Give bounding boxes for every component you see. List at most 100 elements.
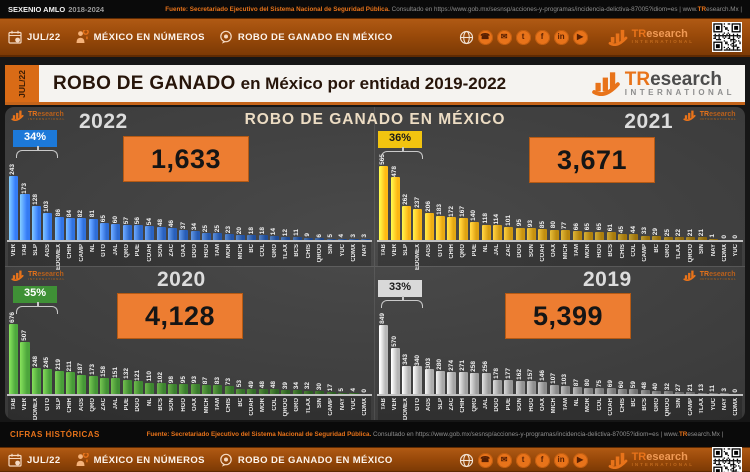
bar-tam	[213, 385, 223, 394]
bar-col	[270, 389, 280, 394]
bar-value: 87	[572, 378, 580, 386]
email-icon[interactable]: ✉	[496, 29, 512, 45]
label-column: HGO	[526, 396, 537, 420]
label-column: MOR	[583, 242, 594, 266]
ribbon-topic-item[interactable]: ROBO DE GANADO EN MÉXICO	[219, 453, 393, 467]
bar-column: 256	[480, 361, 491, 394]
linkedin-icon[interactable]: in	[553, 452, 569, 468]
bar-tab	[20, 194, 30, 240]
tresearch-mini-logo: TResearch INTERNATIONAL	[683, 110, 737, 121]
label-column: GRO	[269, 242, 280, 266]
bar-mich	[236, 234, 246, 240]
bar-value: 60	[618, 380, 626, 389]
bar-value: 0	[361, 388, 369, 393]
bar-label: JAL	[112, 244, 119, 256]
ribbon-date-item[interactable]: JUL/22	[8, 453, 61, 467]
chart-quadrant-2021: TResearch INTERNATIONAL 2021 36% 3,671 56…	[375, 107, 745, 270]
bar-chih	[458, 371, 468, 394]
globe-icon[interactable]	[459, 30, 474, 45]
bar-column: 118	[480, 213, 491, 240]
label-column: VER	[19, 396, 30, 420]
bar-column: 66	[571, 223, 582, 240]
tresearch-logo: TResearch INTERNATIONAL	[608, 29, 694, 46]
bar-value: 21	[686, 384, 694, 392]
share-badge: 36%	[378, 131, 423, 148]
label-column: OAX	[549, 242, 560, 266]
ribbon-topic-item[interactable]: ROBO DE GANADO EN MÉXICO	[219, 30, 393, 44]
bar-gto	[99, 222, 109, 240]
bar-chih	[65, 217, 75, 240]
bar-label: DGO	[494, 398, 501, 412]
label-column: AGS	[424, 242, 435, 266]
bar-column: 245	[42, 357, 53, 394]
phone-icon[interactable]: ☎	[477, 452, 493, 468]
bar-qro	[470, 373, 480, 394]
ribbon-brand-item[interactable]: MÉXICO EN NÚMEROS	[75, 453, 205, 467]
facebook-icon[interactable]: f	[534, 452, 550, 468]
ribbon-brand-item[interactable]: MÉXICO EN NÚMEROS	[75, 30, 205, 44]
youtube-icon[interactable]: ▶	[572, 452, 588, 468]
bar-column: 343	[401, 354, 412, 394]
label-column: SIN	[314, 396, 325, 420]
twitter-icon[interactable]: t	[515, 29, 531, 45]
bar-column: 258	[469, 361, 480, 394]
label-column: CAMP	[640, 242, 651, 266]
bar-oax	[179, 230, 189, 240]
bar-value: 49	[247, 380, 255, 388]
bar-column: 75	[594, 380, 605, 394]
facebook-icon[interactable]: f	[534, 29, 550, 45]
label-column: DGO	[515, 242, 526, 266]
person-icon	[76, 30, 89, 43]
bar-value: 110	[145, 371, 153, 382]
social-icons-row: ☎ ✉ t f in ▶	[459, 29, 588, 45]
label-column: CHIH	[446, 242, 457, 266]
bar-sin	[674, 391, 684, 394]
bar-column: 183	[435, 204, 446, 240]
bar-label: COAH	[608, 398, 615, 416]
bar-value: 507	[20, 329, 28, 341]
youtube-icon[interactable]: ▶	[572, 29, 588, 45]
bar-gro	[652, 390, 662, 394]
label-column: BCS	[606, 242, 617, 266]
label-column: SON	[167, 396, 178, 420]
bar-value: 243	[9, 164, 17, 175]
bar-label: MICH	[562, 244, 569, 260]
label-column: DGO	[190, 242, 201, 266]
bar-value: 25	[663, 228, 671, 236]
bar-tlax	[304, 390, 314, 394]
bar-value: 9	[304, 233, 312, 237]
phone-icon[interactable]: ☎	[477, 29, 493, 45]
bar-ags	[424, 369, 434, 394]
bar-value: 75	[595, 379, 603, 387]
bar-value: 39	[281, 381, 289, 389]
bar-value: 219	[54, 359, 62, 371]
bar-coah	[145, 225, 155, 240]
email-icon[interactable]: ✉	[496, 452, 512, 468]
ribbon-date-item[interactable]: JUL/22	[8, 30, 61, 44]
label-column: VER	[389, 396, 400, 420]
linkedin-icon[interactable]: in	[553, 29, 569, 45]
bar-column: 61	[606, 224, 617, 240]
label-column: TAB	[378, 396, 389, 420]
twitter-icon[interactable]: t	[515, 452, 531, 468]
globe-icon[interactable]	[459, 453, 474, 468]
bar-column: 157	[526, 369, 537, 394]
bar-column: 0	[719, 235, 730, 240]
label-column: TAB	[19, 242, 30, 266]
bar-label: CHIH	[448, 244, 455, 259]
bar-column: 4	[348, 388, 359, 394]
bar-column: 103	[42, 201, 53, 240]
tresearch-logo-text: TResearch INTERNATIONAL	[28, 270, 66, 281]
label-column: MICH	[560, 242, 571, 266]
bar-value: 157	[527, 369, 535, 381]
bar-column: 86	[53, 209, 64, 240]
label-column: QROO	[685, 242, 696, 266]
bar-value: 178	[493, 367, 501, 379]
label-column: YUC	[731, 242, 742, 266]
bar-column: 18	[246, 227, 257, 240]
label-column: COL	[258, 242, 269, 266]
bar-value: 303	[424, 357, 432, 369]
bar-label: QRO	[471, 398, 478, 412]
bar-value: 570	[390, 335, 398, 347]
bar-zac	[447, 371, 457, 394]
